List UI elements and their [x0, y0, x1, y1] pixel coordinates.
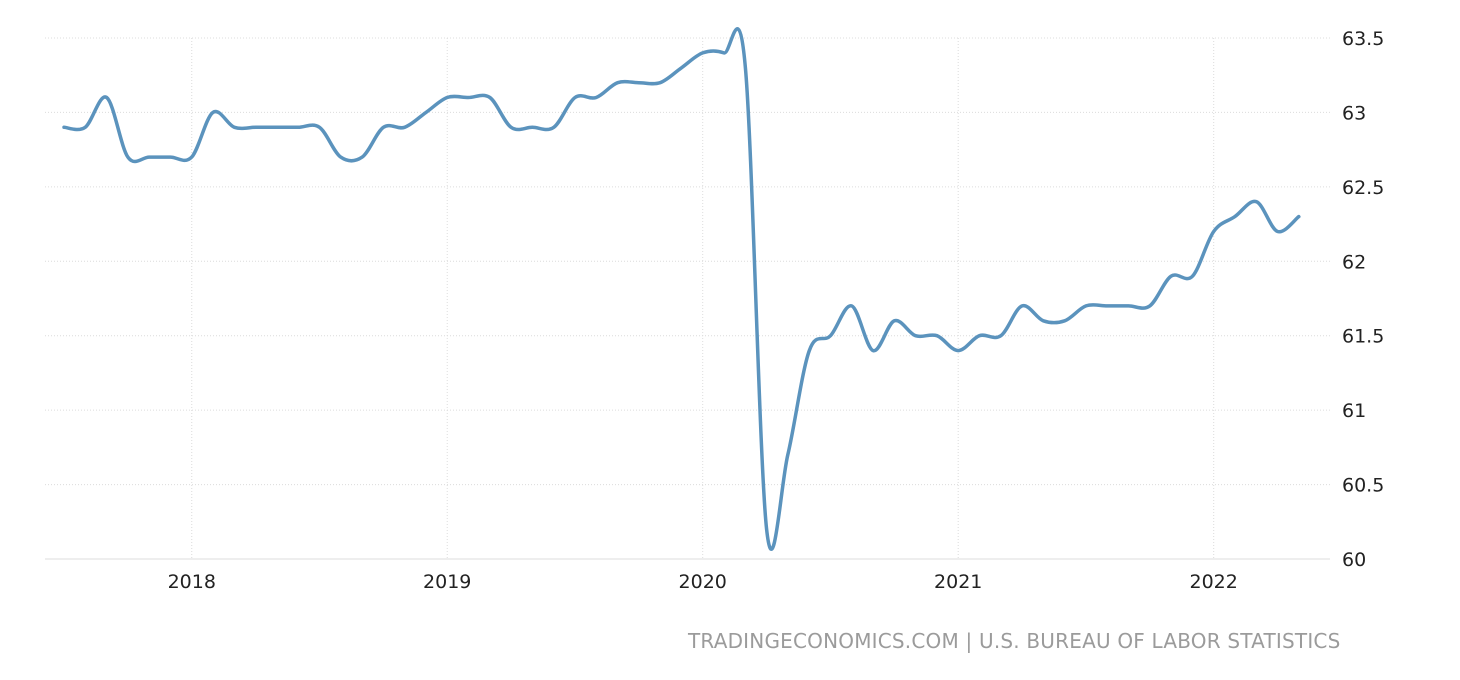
data-point	[510, 126, 512, 128]
data-point	[787, 454, 789, 456]
y-tick-label: 63.5	[1342, 28, 1384, 50]
data-point	[191, 156, 193, 158]
data-point	[957, 349, 959, 351]
grid-lines	[45, 37, 1330, 560]
data-point	[84, 126, 86, 128]
y-tick-label: 62	[1342, 251, 1366, 273]
x-tick-label: 2019	[423, 571, 471, 593]
data-point	[765, 528, 767, 530]
data-point	[63, 126, 65, 128]
data-point	[659, 81, 661, 83]
data-point	[1191, 275, 1193, 277]
data-point	[1106, 305, 1108, 307]
data-point	[595, 96, 597, 98]
x-tick-label: 2021	[934, 571, 982, 593]
data-point	[872, 349, 874, 351]
data-point	[1000, 335, 1002, 337]
data-point	[467, 96, 469, 98]
data-point	[829, 335, 831, 337]
x-tick-label: 2020	[679, 571, 727, 593]
series-line	[62, 27, 1301, 551]
data-point	[1234, 215, 1236, 217]
data-point	[339, 156, 341, 158]
series-layer	[62, 27, 1301, 551]
source-credit: TRADINGECONOMICS.COM | U.S. BUREAU OF LA…	[688, 629, 1341, 653]
y-tick-label: 60.5	[1342, 475, 1384, 497]
data-point	[1255, 201, 1257, 203]
y-tick-label: 61.5	[1342, 326, 1384, 348]
data-point	[1298, 215, 1300, 217]
data-point	[446, 96, 448, 98]
data-point	[893, 320, 895, 322]
data-point	[744, 67, 746, 69]
data-point	[233, 126, 235, 128]
y-axis-ticks: 60 60.5 61 61.5 62 62.5 63 63.5	[1342, 28, 1384, 571]
data-point	[978, 335, 980, 337]
data-point	[127, 156, 129, 158]
data-point	[723, 52, 725, 54]
data-point	[1212, 230, 1214, 232]
data-point	[276, 126, 278, 128]
x-tick-label: 2018	[168, 571, 216, 593]
data-point	[914, 335, 916, 337]
data-point	[1064, 320, 1066, 322]
data-point	[1042, 320, 1044, 322]
y-tick-label: 62.5	[1342, 177, 1384, 199]
data-point	[382, 126, 384, 128]
data-point	[680, 67, 682, 69]
data-point	[1085, 305, 1087, 307]
data-point	[808, 349, 810, 351]
data-point	[318, 126, 320, 128]
y-tick-label: 61	[1342, 400, 1366, 422]
data-point	[297, 126, 299, 128]
data-point	[531, 126, 533, 128]
data-point	[616, 81, 618, 83]
data-point	[254, 126, 256, 128]
y-tick-label: 63	[1342, 102, 1366, 124]
data-point	[1127, 305, 1129, 307]
data-point	[212, 111, 214, 113]
data-point	[1021, 305, 1023, 307]
data-point	[1170, 275, 1172, 277]
data-point	[850, 305, 852, 307]
data-point	[105, 96, 107, 98]
data-point	[361, 156, 363, 158]
data-point	[489, 96, 491, 98]
data-point	[1149, 305, 1151, 307]
data-point	[702, 52, 704, 54]
data-point	[403, 126, 405, 128]
data-point	[936, 335, 938, 337]
data-point	[574, 96, 576, 98]
data-point	[148, 156, 150, 158]
data-point	[1276, 230, 1278, 232]
data-point	[638, 81, 640, 83]
data-point	[553, 126, 555, 128]
data-point	[169, 156, 171, 158]
data-point	[425, 111, 427, 113]
x-axis-ticks: 2018 2019 2020 2021 2022	[168, 571, 1238, 593]
x-tick-label: 2022	[1190, 571, 1238, 593]
y-tick-label: 60	[1342, 549, 1366, 571]
